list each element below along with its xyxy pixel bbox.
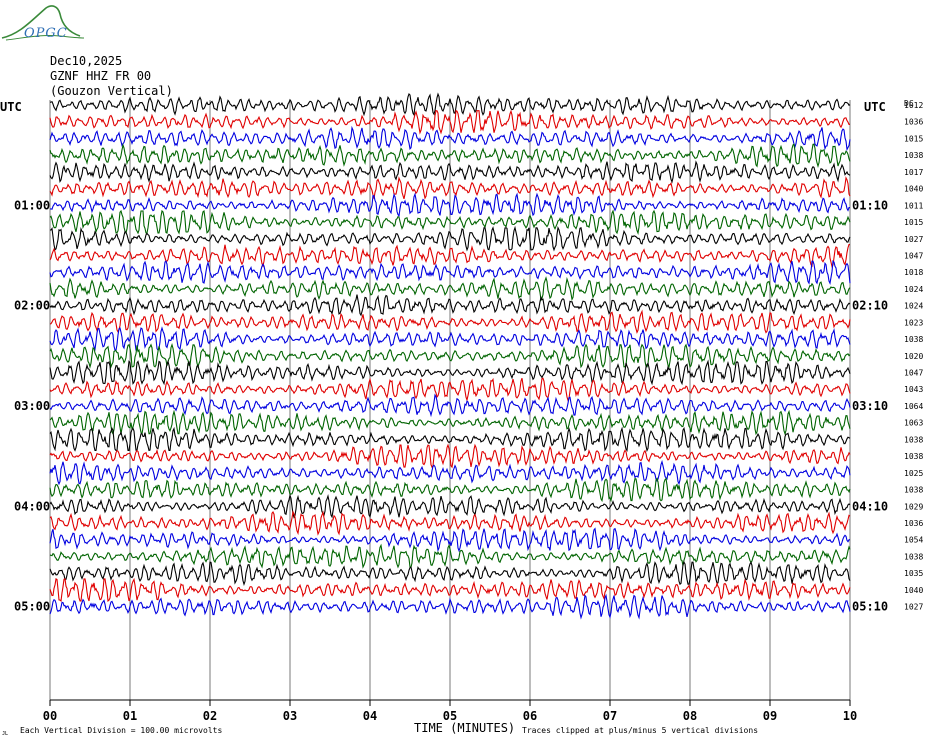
- footer-clip-note: Traces clipped at plus/minus 5 vertical …: [522, 726, 758, 735]
- dc-value-16: 1020: [904, 352, 923, 361]
- trace-29: [49, 560, 851, 586]
- record-date: Dec10,2025: [50, 54, 123, 68]
- trace-7: [49, 192, 850, 218]
- trace-4: [49, 143, 851, 169]
- dc-value-7: 1011: [904, 201, 923, 210]
- right-axis-label: UTC: [864, 100, 886, 114]
- corner-mark: JL: [2, 731, 8, 737]
- right-time-label-4: 05:10: [852, 600, 888, 614]
- trace-30: [49, 577, 851, 602]
- trace-20: [49, 409, 851, 436]
- dc-value-19: 1064: [904, 402, 923, 411]
- dc-value-8: 1015: [904, 218, 923, 227]
- dc-value-18: 1043: [904, 385, 923, 394]
- trace-3: [49, 125, 851, 152]
- dc-value-29: 1035: [904, 569, 923, 578]
- x-tick-label-4: 04: [363, 709, 377, 723]
- trace-24: [49, 477, 851, 503]
- x-tick-label-8: 08: [683, 709, 697, 723]
- left-time-label-3: 04:00: [14, 499, 50, 513]
- trace-10: [49, 243, 850, 268]
- seismic-traces: [49, 92, 851, 620]
- x-tick-label-0: 00: [43, 709, 57, 723]
- dc-value-26: 1036: [904, 519, 923, 528]
- dc-value-14: 1023: [904, 318, 923, 327]
- dc-value-15: 1038: [904, 335, 923, 344]
- axis-labels: 00 01 02 03 04 05 06 07 08 09 10 1012 1036 1015 1038 10…: [14, 101, 923, 723]
- dc-value-17: 1047: [904, 369, 923, 378]
- right-time-label-1: 02:10: [852, 299, 888, 313]
- trace-11: [49, 260, 851, 285]
- trace-19: [49, 393, 851, 418]
- x-tick-label-9: 09: [763, 709, 777, 723]
- station-location: (Gouzon Vertical): [50, 84, 173, 98]
- x-axis-title: TIME (MINUTES): [414, 721, 515, 735]
- x-tick-label-1: 01: [123, 709, 137, 723]
- trace-27: [49, 527, 851, 553]
- dc-value-21: 1038: [904, 435, 923, 444]
- dc-value-31: 1027: [904, 603, 923, 612]
- trace-8: [49, 209, 851, 235]
- left-time-label-4: 05:00: [14, 600, 50, 614]
- trace-18: [49, 377, 851, 403]
- trace-26: [49, 510, 851, 536]
- station-code: GZNF HHZ FR 00: [50, 69, 152, 83]
- left-time-label-0: 01:00: [14, 198, 50, 212]
- right-time-label-0: 01:10: [852, 198, 888, 212]
- dc-value-6: 1040: [904, 185, 923, 194]
- right-time-label-3: 04:10: [852, 499, 888, 513]
- dc-value-2: 1036: [904, 118, 923, 127]
- x-tick-label-10: 10: [843, 709, 857, 723]
- x-tick-label-7: 07: [603, 709, 617, 723]
- dc-value-4: 1038: [904, 151, 923, 160]
- dc-value-25: 1029: [904, 502, 923, 511]
- dc-value-11: 1018: [904, 268, 923, 277]
- dc-value-13: 1024: [904, 302, 923, 311]
- trace-28: [49, 543, 851, 569]
- trace-16: [49, 342, 851, 369]
- dc-value-30: 1040: [904, 586, 923, 595]
- x-tick-label-3: 03: [283, 709, 297, 723]
- opgc-logo: OPGC: [0, 0, 90, 48]
- logo-mountain-icon: [1, 5, 85, 41]
- left-axis-label: UTC: [0, 100, 22, 114]
- logo-text: OPGC: [24, 26, 68, 41]
- trace-13: [49, 294, 851, 317]
- trace-5: [49, 160, 851, 184]
- x-tick-label-6: 06: [523, 709, 537, 723]
- dc-value-9: 1027: [904, 235, 923, 244]
- trace-15: [49, 326, 851, 352]
- trace-12: [49, 276, 851, 302]
- trace-9: [49, 225, 851, 252]
- dc-value-12: 1024: [904, 285, 923, 294]
- trace-22: [49, 443, 851, 469]
- dc-value-22: 1038: [904, 452, 923, 461]
- trace-21: [49, 426, 851, 453]
- trace-17: [49, 359, 851, 386]
- trace-31: [49, 593, 851, 620]
- dc-value-28: 1038: [904, 552, 923, 561]
- trace-25: [49, 493, 851, 519]
- trace-23: [49, 459, 851, 486]
- x-tick-label-2: 02: [203, 709, 217, 723]
- footer-scale-note: Each Vertical Division = 100.00 microvol…: [20, 726, 222, 735]
- dc-value-23: 1025: [904, 469, 923, 478]
- x-tick-label-5: 05: [443, 709, 457, 723]
- dc-value-1: 1012: [904, 101, 923, 110]
- dc-value-10: 1047: [904, 251, 923, 260]
- left-time-label-2: 03:00: [14, 399, 50, 413]
- dc-value-3: 1015: [904, 134, 923, 143]
- dc-value-5: 1017: [904, 168, 923, 177]
- trace-1: [49, 92, 851, 117]
- dc-value-20: 1063: [904, 419, 923, 428]
- left-time-label-1: 02:00: [14, 299, 50, 313]
- right-time-label-2: 03:10: [852, 399, 888, 413]
- trace-2: [49, 109, 851, 135]
- dc-value-24: 1038: [904, 486, 923, 495]
- trace-6: [49, 176, 851, 200]
- dc-column-header: DC: [904, 99, 914, 108]
- dc-value-27: 1054: [904, 536, 923, 545]
- trace-14: [49, 309, 851, 334]
